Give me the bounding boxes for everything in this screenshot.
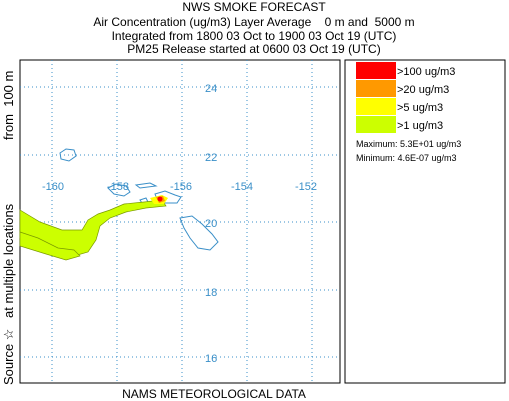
subtitle: PM25 Release started at 0600 03 Oct 19 (… [127,42,380,56]
islands [59,148,219,251]
lon-label: -154 [231,181,253,193]
smoke-plume [19,195,168,261]
side-label-part: at multiple locations [1,203,16,318]
legend-label: >100 ug/m3 [397,66,455,78]
side-label: Source ☆ at multiple locations from 100 … [1,71,16,385]
lat-label: 16 [205,353,217,365]
legend-frame [344,59,506,384]
legend-swatch [356,98,396,115]
footer: NAMS METEOROLOGICAL DATA [122,387,306,401]
maximum: Maximum: 5.3E+01 ug/m3 [356,139,461,149]
lon-label: -160 [42,181,64,193]
legend-swatch [356,80,396,97]
subtitle: Integrated from 1800 03 Oct to 1900 03 O… [112,29,397,43]
minimum: Minimum: 4.6E-07 ug/m3 [356,153,457,163]
legend: >100 ug/m3 >20 ug/m3 >5 ug/m3 >1 ug/m3 [356,62,455,133]
side-label-part: Source ☆ [1,329,16,385]
lat-label: 22 [205,152,217,164]
grid [20,60,340,383]
side-label-part: from 100 m [1,71,16,140]
lat-label: 24 [205,83,217,95]
legend-swatch [356,116,396,133]
legend-swatch [356,62,396,79]
lon-label: -158 [107,181,129,193]
lon-label: -156 [170,181,192,193]
legend-label: >5 ug/m3 [397,102,443,114]
grid-labels: 24 22 20 18 16 -160 -158 -156 -154 -152 [42,83,317,365]
lat-label: 18 [205,287,217,299]
title: NWS SMOKE FORECAST [182,0,326,14]
legend-label: >20 ug/m3 [397,84,449,96]
subtitle: Air Concentration (ug/m3) Layer Average … [93,15,414,29]
lat-label: 20 [205,218,217,230]
legend-label: >1 ug/m3 [397,120,443,132]
lon-label: -152 [295,181,317,193]
